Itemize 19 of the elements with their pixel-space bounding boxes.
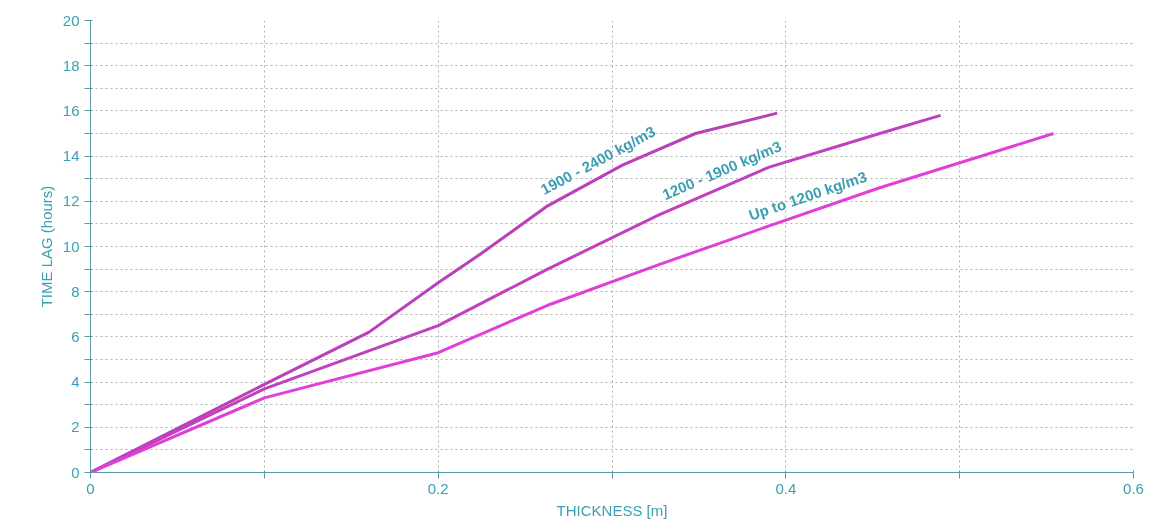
y-tick-label: 4: [71, 373, 80, 391]
y-tick-label: 18: [62, 56, 80, 74]
y-tick-label: 12: [62, 192, 80, 210]
x-tick-label: 0.6: [1123, 479, 1144, 497]
y-tick-label: 8: [71, 282, 80, 300]
line-series: [90, 113, 943, 473]
x-tick-label: 0.2: [427, 479, 449, 497]
y-tick-label: 16: [62, 101, 80, 119]
y-tick-label: 14: [62, 147, 80, 165]
y-axis-title: TIME LAG (hours): [37, 185, 55, 308]
y-tick-label: 10: [62, 237, 80, 255]
y-tick-label: 6: [71, 327, 80, 345]
y-tick-label: 20: [62, 11, 80, 29]
x-tick-label: 0: [86, 479, 95, 497]
text: Up to 1200 kg/m3: [746, 167, 869, 224]
x-axis-title: THICKNESS [m]: [556, 501, 668, 519]
y-tick-label: 2: [71, 418, 80, 436]
y-tick-label: 0: [71, 463, 80, 481]
x-tick-label: 0.4: [775, 479, 797, 497]
